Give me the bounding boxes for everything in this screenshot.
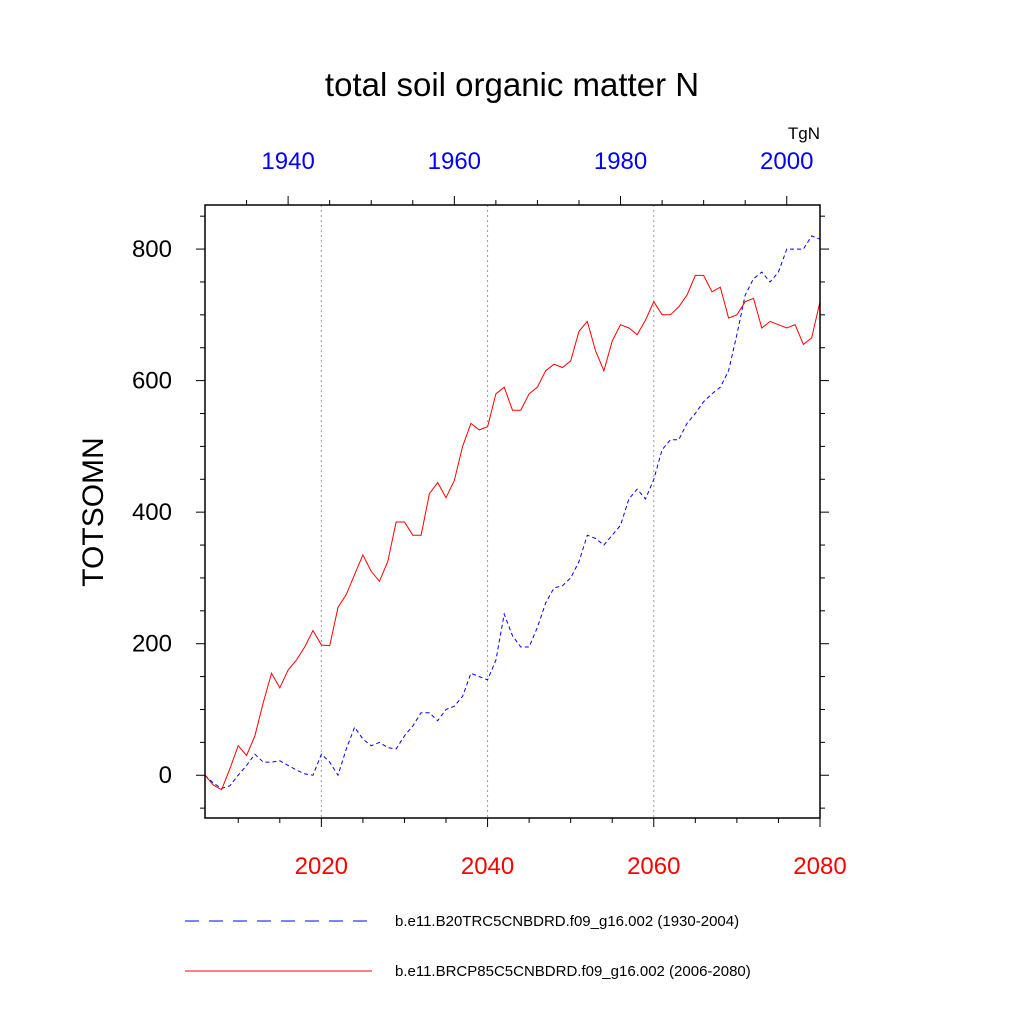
x-bottom-tick-label: 2020 <box>295 853 348 880</box>
legend-label-rcp85: b.e11.BRCP85C5CNBDRD.f09_g16.002 (2006-2… <box>395 963 751 980</box>
y-axis-label: TOTSOMN <box>77 437 110 586</box>
legend: b.e11.B20TRC5CNBDRD.f09_g16.002 (1930-20… <box>185 913 751 980</box>
x-bottom-tick-label: 2080 <box>793 853 846 880</box>
y-tick-label: 0 <box>159 762 172 789</box>
units-label: TgN <box>788 124 820 143</box>
chart-title: total soil organic matter N <box>325 66 699 103</box>
x-top-tick-label: 1980 <box>594 148 647 175</box>
x-top-tick-label: 1960 <box>428 148 481 175</box>
series-lines <box>204 235 821 791</box>
series-line-historical <box>204 235 821 789</box>
x-bottom-tick-label: 2060 <box>627 853 680 880</box>
grid-lines <box>320 205 655 818</box>
x-bottom-tick-label: 2040 <box>461 853 514 880</box>
legend-label-historical: b.e11.B20TRC5CNBDRD.f09_g16.002 (1930-20… <box>395 913 739 930</box>
series-line-rcp85 <box>204 274 821 791</box>
x-top-tick-label: 1940 <box>261 148 314 175</box>
x-top-tick-label: 2000 <box>760 148 813 175</box>
bottom-x-axis: 2020 2040 2060 2080 <box>237 818 847 880</box>
y-axis: 0 200 400 600 800 <box>132 215 829 809</box>
y-tick-label: 200 <box>132 631 172 658</box>
y-tick-label: 600 <box>132 368 172 395</box>
y-tick-label: 800 <box>132 236 172 263</box>
y-tick-label: 400 <box>132 499 172 526</box>
plot-frame <box>204 204 821 819</box>
top-x-axis: 1940 1960 1980 2000 <box>246 148 813 205</box>
